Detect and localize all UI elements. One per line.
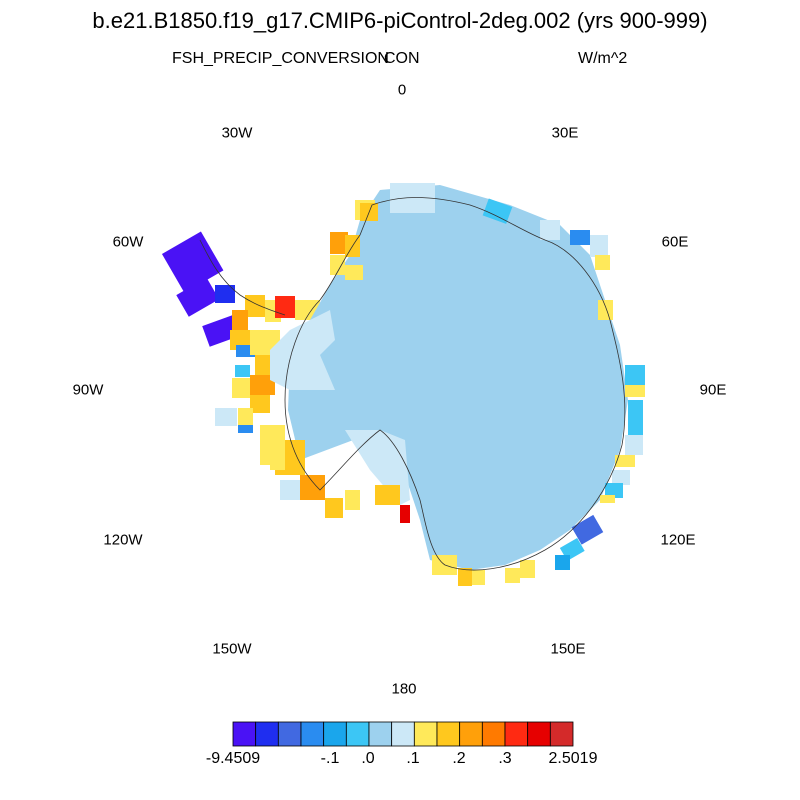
colorbar-cell	[368, 721, 393, 747]
lon-label-120w: 120W	[103, 531, 143, 549]
colorbar-tick-label: .1	[406, 750, 420, 767]
colorbar-tick-label: -9.4509	[205, 750, 261, 767]
lon-label-150e: 150E	[550, 640, 586, 658]
lon-label-30e: 30E	[551, 124, 579, 142]
colorbar-cell	[549, 721, 574, 747]
plot-title: b.e21.B1850.f19_g17.CMIP6-piControl-2deg…	[92, 8, 708, 33]
variable-name: FSH_PRECIP_CONVERSION	[172, 50, 389, 67]
lon-label-180: 180	[391, 680, 417, 698]
colorbar-cell	[277, 721, 302, 747]
colorbar-cell	[232, 721, 257, 747]
colorbar-tick-label: -.1	[320, 750, 340, 767]
colorbar-cell	[527, 721, 551, 747]
units-label: W/m^2	[578, 50, 628, 67]
colorbar-cell	[436, 721, 461, 747]
colorbar-tick-label: 2.5019	[548, 750, 598, 767]
lon-label-60w: 60W	[112, 233, 144, 251]
coastal-ring-cells	[260, 198, 645, 586]
lon-label-120e: 120E	[660, 531, 696, 549]
colorbar-cell	[300, 721, 325, 747]
ice-shelf-west	[270, 310, 335, 390]
peninsula-cells	[161, 231, 320, 433]
colorbar-cell	[504, 721, 529, 747]
colorbar-tick-label: .2	[452, 750, 466, 767]
case-label: CON	[384, 50, 420, 67]
colorbar-tick-label: .0	[361, 750, 375, 767]
colorbar-cell	[345, 721, 370, 747]
colorbar-cell	[459, 721, 483, 747]
colorbar-cell	[391, 721, 415, 747]
lon-label-60e: 60E	[661, 233, 689, 251]
lon-label-30w: 30W	[221, 124, 253, 142]
colorbar-tick-label: .3	[498, 750, 512, 767]
lon-label-90e: 90E	[699, 381, 727, 399]
colorbar-cell	[255, 721, 279, 747]
coastline	[284, 197, 626, 571]
lon-label-0: 0	[397, 81, 407, 99]
colorbar-cell	[481, 721, 506, 747]
lon-label-90w: 90W	[72, 381, 104, 399]
continent-fill	[288, 185, 628, 570]
colorbar-cell	[413, 721, 438, 747]
peninsula-coast	[199, 239, 286, 316]
lon-label-150w: 150W	[212, 640, 252, 658]
colorbar-cell	[323, 721, 347, 747]
